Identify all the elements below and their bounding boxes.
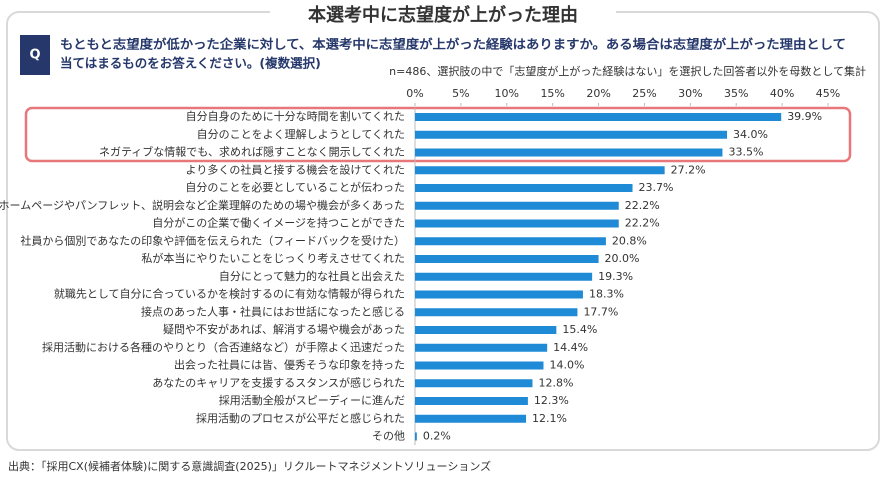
bar xyxy=(415,130,728,139)
bar xyxy=(415,184,633,192)
bar xyxy=(415,255,599,263)
category-label: ネガティブな情報でも、求めれば隠すことなく開示してくれた xyxy=(99,145,405,159)
value-label: 33.5% xyxy=(728,146,763,159)
value-label: 18.3% xyxy=(589,288,624,301)
category-label: 疑問や不安があれば、解消する場や機会があった xyxy=(163,322,405,336)
category-label: 自分にとって魅力的な社員と出会えた xyxy=(219,269,405,283)
x-tick-label: 10% xyxy=(495,87,519,100)
bar xyxy=(415,414,527,423)
value-label: 22.2% xyxy=(625,217,660,230)
bar xyxy=(415,166,665,175)
value-label: 12.3% xyxy=(534,394,569,407)
value-label: 39.9% xyxy=(787,110,822,123)
category-label: 自分のことを必要としていることが伝わった xyxy=(185,180,405,194)
question-line: 当てはまるものをお答えください。(複数選択) xyxy=(60,56,321,71)
x-tick-label: 35% xyxy=(724,87,748,100)
value-label: 17.7% xyxy=(583,305,618,318)
question-line: もともと志望度が低かった企業に対して、本選考中に志望度が上がった経験はありますか… xyxy=(60,37,846,52)
category-label: 自分自身のために十分な時間を割いてくれた xyxy=(186,109,405,123)
bar xyxy=(415,113,782,121)
value-label: 20.8% xyxy=(612,234,647,247)
bar xyxy=(415,308,578,317)
x-tick-label: 30% xyxy=(678,87,702,100)
x-tick-label: 45% xyxy=(816,87,840,100)
x-tick-label: 0% xyxy=(406,87,423,100)
bar xyxy=(415,148,723,157)
bar xyxy=(415,326,557,334)
category-label: 出会った社員には皆、優秀そうな印象を持った xyxy=(174,358,405,372)
value-label: 27.2% xyxy=(671,163,706,176)
q-badge xyxy=(20,35,50,75)
value-label: 23.7% xyxy=(639,181,674,194)
value-label: 22.2% xyxy=(625,199,660,212)
value-label: 14.4% xyxy=(553,341,588,354)
bar xyxy=(415,379,533,388)
source: 出典：「採用CX(候補者体験)に関する意識調査(2025)」リクルートマネジメン… xyxy=(8,459,491,473)
category-label: 社員から個別であなたの印象や評価を伝えられた（フィードバックを受けた） xyxy=(20,233,405,247)
title-backdrop xyxy=(270,2,616,26)
x-tick-label: 25% xyxy=(632,87,656,100)
category-label: 採用活動のプロセスが公平だと感じられた xyxy=(196,411,405,425)
category-label: 自分のことをよく理解しようとしてくれた xyxy=(197,127,405,141)
category-label: 私が本当にやりたいことをじっくり考えさせてくれた xyxy=(141,251,405,265)
bar xyxy=(415,237,606,246)
value-label: 14.0% xyxy=(549,359,584,372)
x-tick-label: 20% xyxy=(586,87,610,100)
x-tick-label: 40% xyxy=(770,87,794,100)
value-label: 34.0% xyxy=(733,128,768,141)
category-label: 接点のあった人事・社員にはお世話になったと感じる xyxy=(141,304,405,318)
bar xyxy=(415,219,619,228)
bar xyxy=(415,201,619,210)
bar xyxy=(415,397,528,405)
value-label: 12.8% xyxy=(538,376,573,389)
category-label: 採用活動における各種のやりとり（合否連絡など）が手際よく迅速だった xyxy=(42,340,405,354)
bar xyxy=(415,272,593,281)
highlight-box xyxy=(24,106,852,163)
category-label: 自分がこの企業で働くイメージを持つことができた xyxy=(152,216,405,230)
value-label: 12.1% xyxy=(532,412,567,425)
value-label: 15.4% xyxy=(562,323,597,336)
x-tick-label: 5% xyxy=(452,87,469,100)
category-label: 採用活動全般がスピーディーに進んだ xyxy=(219,393,405,407)
title: 本選考中に志望度が上がった理由 xyxy=(308,4,578,26)
bar xyxy=(415,432,417,441)
bar xyxy=(415,361,544,370)
note: n=486、選択肢の中で「志望度が上がった経験はない」を選択した回答者以外を母数… xyxy=(389,64,866,78)
bar xyxy=(415,290,583,299)
value-label: 19.3% xyxy=(598,270,633,283)
category-label: その他 xyxy=(372,430,405,443)
value-label: 20.0% xyxy=(605,252,640,265)
category-label: より多くの社員と接する機会を設けてくれた xyxy=(186,162,405,176)
category-label: ホームページやパンフレット、説明会など企業理解のための場や機会が多くあった xyxy=(0,198,405,212)
bar xyxy=(415,343,548,352)
value-label: 0.2% xyxy=(423,430,451,443)
x-tick-label: 15% xyxy=(540,87,564,100)
category-label: あなたのキャリアを支援するスタンスが感じられた xyxy=(152,375,405,389)
category-label: 就職先として自分に合っているかを検討するのに有効な情報が得られた xyxy=(54,287,405,301)
q-badge-text: Q xyxy=(29,48,40,63)
